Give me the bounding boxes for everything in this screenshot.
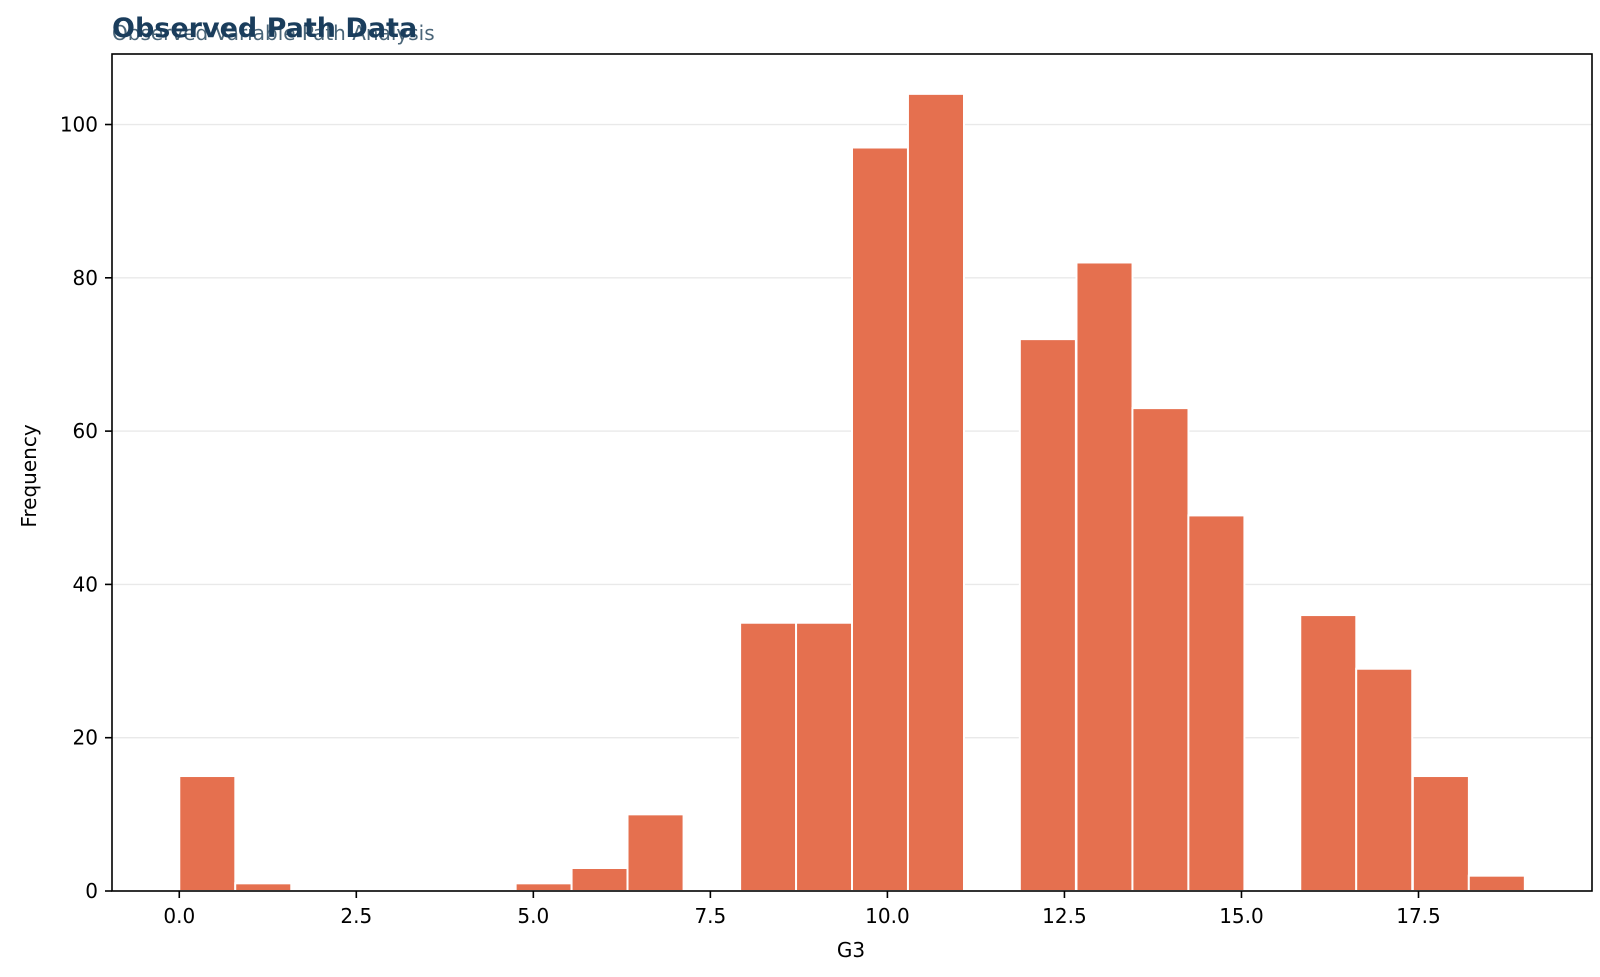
x-tick-label-4: 10.0 xyxy=(865,904,910,928)
y-tick-label-5: 100 xyxy=(60,113,98,137)
x-tick-label-3: 7.5 xyxy=(694,904,726,928)
bar-15 xyxy=(1411,775,1470,892)
bar-0 xyxy=(178,775,237,892)
y-tick-label-4: 80 xyxy=(73,266,98,290)
chart-title: Observed Path Data xyxy=(112,13,417,44)
y-tick-label-3: 60 xyxy=(73,419,98,443)
x-axis-ticks: 0.0 2.5 5.0 7.5 10.0 12.5 15.0 17.5 xyxy=(163,891,1441,928)
bar-12 xyxy=(1187,514,1246,893)
bar-4 xyxy=(626,813,685,892)
bar-9 xyxy=(1018,338,1077,892)
bar-5 xyxy=(739,621,798,892)
x-tick-label-2: 5.0 xyxy=(517,904,549,928)
x-tick-label-7: 17.5 xyxy=(1396,904,1441,928)
x-tick-label-0: 0.0 xyxy=(163,904,195,928)
y-axis-ticks: 0 20 40 60 80 100 xyxy=(60,113,112,903)
bar-7 xyxy=(851,146,910,892)
x-tick-label-5: 12.5 xyxy=(1042,904,1087,928)
y-tick-label-0: 0 xyxy=(85,879,98,903)
x-tick-label-1: 2.5 xyxy=(340,904,372,928)
histogram-bars xyxy=(178,92,1526,893)
y-tick-label-2: 40 xyxy=(73,572,98,596)
bar-8 xyxy=(906,92,965,893)
bar-16 xyxy=(1467,874,1526,893)
x-tick-label-6: 15.0 xyxy=(1219,904,1264,928)
bar-14 xyxy=(1355,667,1414,892)
bar-1 xyxy=(234,882,293,892)
plot-frame xyxy=(111,53,1593,892)
bar-6 xyxy=(795,621,854,892)
bar-13 xyxy=(1299,614,1358,892)
y-tick-label-1: 20 xyxy=(73,726,98,750)
chart-subtitle: Observed Variable Path Analysis xyxy=(112,21,435,45)
y-axis-label: Frequency xyxy=(17,424,41,527)
bar-2 xyxy=(514,882,573,892)
bar-10 xyxy=(1075,261,1134,892)
bar-11 xyxy=(1131,407,1190,892)
bar-3 xyxy=(570,867,629,892)
x-axis-label: G3 xyxy=(837,938,865,962)
